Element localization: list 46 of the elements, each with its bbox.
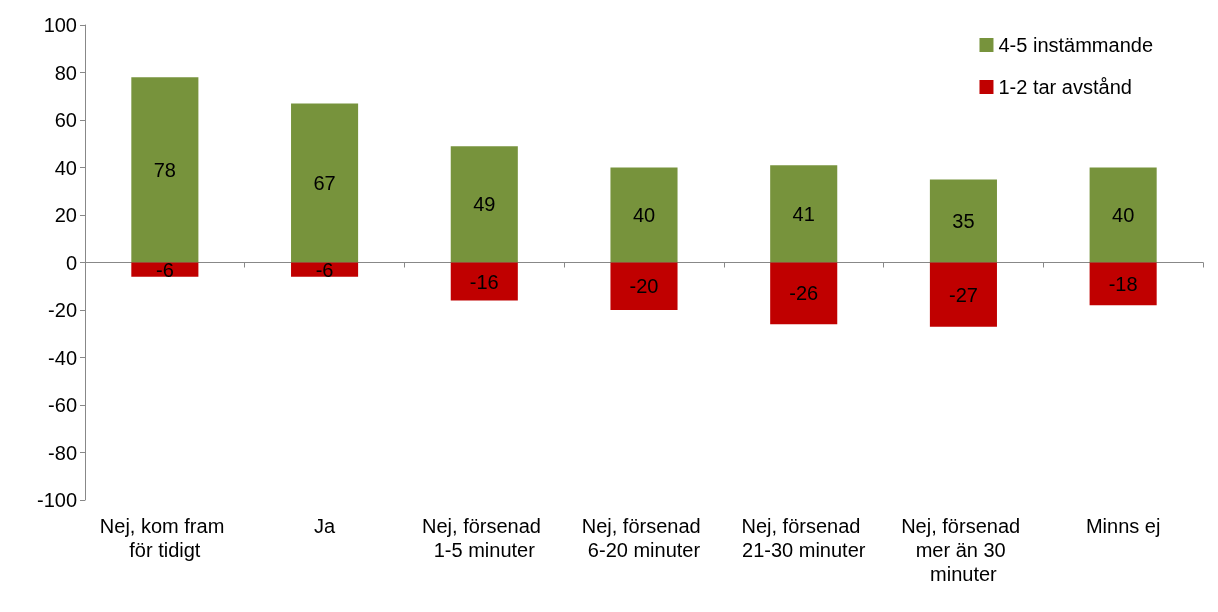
- bar: [291, 103, 359, 263]
- data-label: 67: [313, 171, 336, 194]
- legend-label: 4-5 instämmande: [998, 34, 1154, 56]
- data-label: -16: [469, 270, 499, 293]
- bar: [929, 262, 997, 327]
- data-label: 78: [153, 158, 176, 181]
- y-tick-label: 80: [54, 61, 77, 84]
- y-tick-label: -40: [48, 346, 77, 369]
- bar: [610, 167, 678, 263]
- data-label: 40: [632, 204, 656, 226]
- bar: [929, 179, 997, 263]
- data-label: -27: [948, 283, 978, 306]
- bar: [450, 146, 518, 263]
- bar: [131, 77, 199, 263]
- data-label: 35: [952, 209, 975, 232]
- data-label: -26: [789, 282, 819, 305]
- data-label: 40: [1112, 204, 1135, 226]
- x-tick-label: Nej, försenad mer än 30 minuter: [901, 515, 1026, 585]
- y-tick-label: -100: [36, 489, 77, 511]
- x-tick-label: Minns ej: [1085, 515, 1161, 537]
- legend-label: 1-2 tar avstånd: [998, 76, 1132, 98]
- x-tick-label: Ja: [314, 515, 337, 537]
- data-label: 49: [473, 193, 496, 216]
- data-label: -20: [629, 275, 659, 298]
- data-label: -18: [1108, 272, 1138, 295]
- y-tick-label: 40: [54, 156, 77, 179]
- bar: [770, 262, 838, 325]
- x-tick-label: Nej, försenad 1-5 minuter: [422, 515, 547, 561]
- x-tick-label: Nej, försenad 21-30 minuter: [741, 515, 866, 561]
- bar: [1089, 262, 1157, 306]
- data-label: -6: [155, 258, 174, 281]
- y-tick-label: 100: [43, 14, 77, 36]
- data-label: -6: [315, 258, 334, 281]
- x-tick-label: Nej, försenad 6-20 minuter: [581, 515, 707, 561]
- y-tick-label: 20: [54, 204, 77, 226]
- y-tick-label: 60: [54, 109, 77, 131]
- y-tick-label: -60: [48, 394, 77, 416]
- bar: [610, 262, 678, 310]
- y-tick-label: -20: [48, 299, 77, 321]
- y-tick-label: 0: [65, 251, 77, 274]
- bar: [450, 262, 518, 301]
- data-label: 41: [792, 202, 815, 225]
- x-tick-label: Nej, kom fram för tidigt: [99, 515, 230, 561]
- bar: [1089, 167, 1157, 263]
- y-tick-label: -80: [48, 441, 77, 464]
- bar: [770, 165, 838, 263]
